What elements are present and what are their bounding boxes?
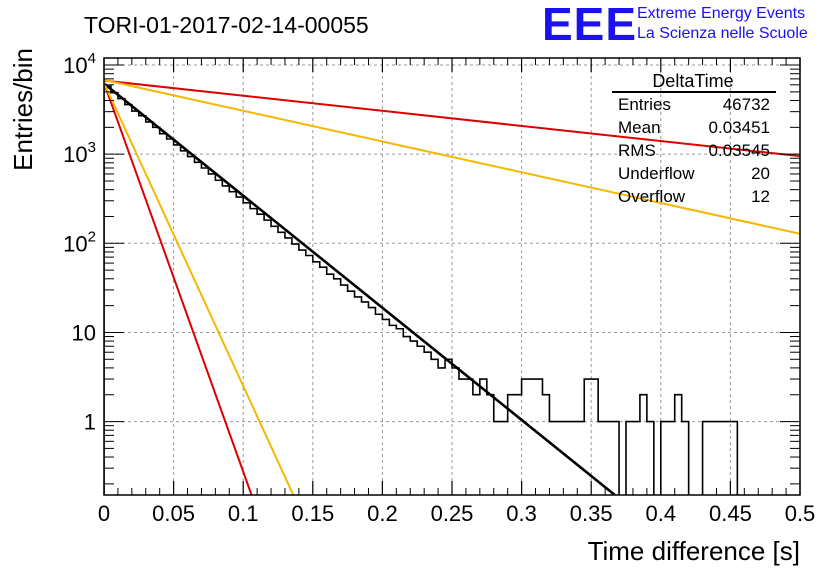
histogram-step-line	[104, 85, 800, 495]
eee-logo-line1: Extreme Energy Events	[637, 5, 805, 22]
x-tick-labels: 0 0.05 0.1 0.15 0.2 0.25 0.3 0.35 0.4 0.45 0.5	[98, 501, 815, 526]
x-tick-label: 0.05	[152, 501, 195, 526]
y-axis-title: Entries/bin	[8, 48, 38, 171]
stats-value: 46732	[723, 95, 770, 114]
eee-logo: EEE Extreme Energy Events La Scienza nel…	[542, 0, 808, 50]
grid-lines	[104, 58, 800, 495]
x-tick-label: 0.35	[570, 501, 613, 526]
x-tick-label: 0.3	[506, 501, 537, 526]
y-tick-label: 10	[72, 320, 96, 345]
y-tick-label: 104	[63, 50, 96, 78]
y-tick-label: 103	[63, 139, 96, 167]
y-tick-label: 1	[84, 410, 96, 435]
stats-label: Entries	[618, 95, 671, 114]
x-axis-title: Time difference [s]	[588, 536, 800, 566]
fit-line-1	[104, 82, 616, 495]
x-tick-label: 0	[98, 501, 110, 526]
eee-logo-line2: La Scienza nelle Scuole	[637, 25, 808, 42]
x-tick-label: 0.2	[367, 501, 398, 526]
x-tick-label: 0.5	[785, 501, 816, 526]
stats-label: Mean	[618, 118, 661, 137]
y-tick-label: 102	[63, 228, 96, 256]
x-tick-label: 0.45	[709, 501, 752, 526]
x-tick-label: 0.25	[431, 501, 474, 526]
y-tick-labels: 1 10 102 103 104	[63, 50, 96, 435]
eee-logo-mark: EEE	[542, 0, 637, 50]
stats-value: 20	[751, 164, 770, 183]
chart-title: TORI-01-2017-02-14-00055	[84, 12, 369, 38]
fit-line-3	[104, 79, 800, 235]
stats-rows: Entries 46732 Mean 0.03451 RMS 0.03545 Underfl…	[618, 95, 770, 206]
x-tick-label: 0.1	[228, 501, 259, 526]
x-tick-label: 0.4	[646, 501, 677, 526]
stats-label: Overflow	[618, 187, 686, 206]
histogram	[104, 85, 800, 495]
stats-label: RMS	[618, 141, 656, 160]
fit-line-2	[104, 79, 800, 158]
stats-box: DeltaTime Entries 46732 Mean 0.03451 RMS 0.03…	[612, 71, 776, 206]
fit-curves	[104, 79, 800, 495]
fit-line-5	[104, 82, 295, 495]
x-tick-label: 0.15	[291, 501, 334, 526]
stats-value: 12	[751, 187, 770, 206]
axis-ticks	[103, 58, 801, 495]
stats-title: DeltaTime	[652, 71, 733, 91]
stats-value: 0.03545	[709, 141, 770, 160]
stats-value: 0.03451	[709, 118, 770, 137]
fit-line-4	[104, 82, 253, 495]
stats-label: Underflow	[618, 164, 695, 183]
